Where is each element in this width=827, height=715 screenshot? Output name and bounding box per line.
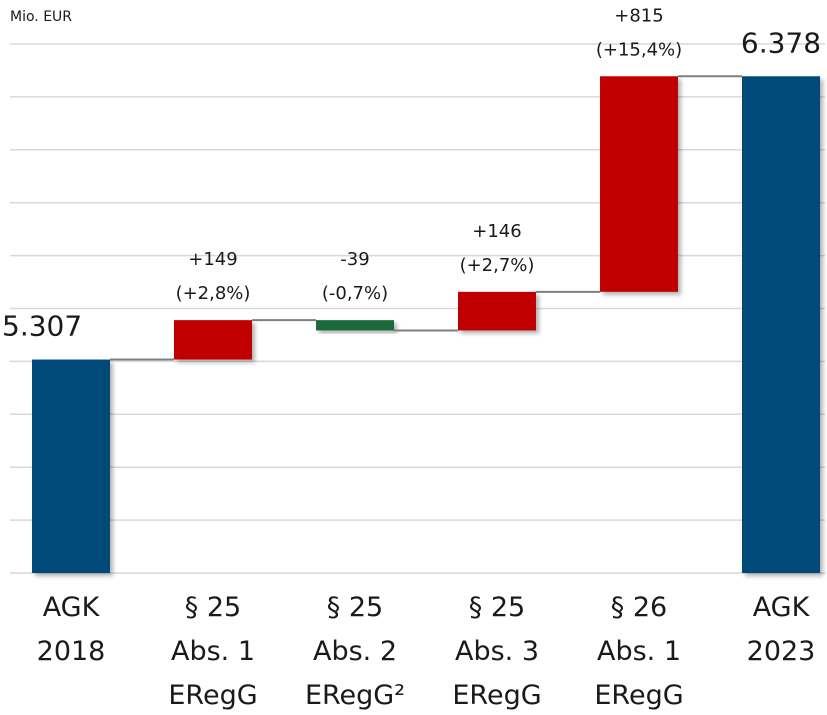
unit-label: Mio. EUR — [10, 9, 72, 25]
x-tick-label: AGK 2018 — [37, 592, 106, 667]
x-tick-label: § 26 Abs. 1 ERegG — [594, 592, 683, 711]
percentage-label: (+2,8%) — [176, 283, 251, 304]
bar — [174, 320, 252, 360]
bar — [600, 76, 678, 292]
x-tick-label-line: § 25 — [327, 592, 383, 623]
bar — [458, 291, 536, 331]
x-tick-label-line: ERegG — [168, 680, 257, 711]
x-tick-label-line: Abs. 1 — [171, 636, 255, 667]
bar — [316, 320, 394, 331]
percentage-label: (+2,7%) — [460, 255, 535, 276]
value-label: +815 — [614, 5, 663, 26]
x-tick-label-line: § 25 — [469, 592, 525, 623]
x-tick-label-line: AGK — [753, 592, 811, 623]
x-tick-label: AGK 2023 — [747, 592, 816, 667]
percentage-label: (-0,7%) — [322, 283, 388, 304]
bar — [742, 76, 820, 574]
value-label: 5.307 — [2, 310, 82, 343]
value-label: -39 — [340, 249, 369, 270]
x-tick-label-line: AGK — [43, 592, 101, 623]
x-tick-label-line: § 26 — [611, 592, 667, 623]
x-tick-label: § 25 Abs. 3 ERegG — [452, 592, 541, 711]
value-label: +146 — [472, 221, 521, 242]
bar — [32, 359, 110, 573]
percentage-label: (+15,4%) — [596, 39, 682, 60]
x-tick-label-line: § 25 — [185, 592, 241, 623]
x-tick-label-line: ERegG² — [305, 680, 405, 711]
value-label: 6.378 — [741, 26, 821, 59]
x-tick-label-line: 2023 — [747, 636, 816, 667]
x-tick-label-line: ERegG — [452, 680, 541, 711]
x-tick-label-line: Abs. 3 — [455, 636, 539, 667]
value-label: +149 — [188, 249, 237, 270]
x-tick-label-line: 2018 — [37, 636, 106, 667]
x-tick-label-line: Abs. 1 — [597, 636, 681, 667]
x-tick-label: § 25 Abs. 1 ERegG — [168, 592, 257, 711]
x-tick-label-line: ERegG — [594, 680, 683, 711]
x-tick-label: § 25 Abs. 2 ERegG² — [305, 592, 405, 711]
x-tick-label-line: Abs. 2 — [313, 636, 397, 667]
